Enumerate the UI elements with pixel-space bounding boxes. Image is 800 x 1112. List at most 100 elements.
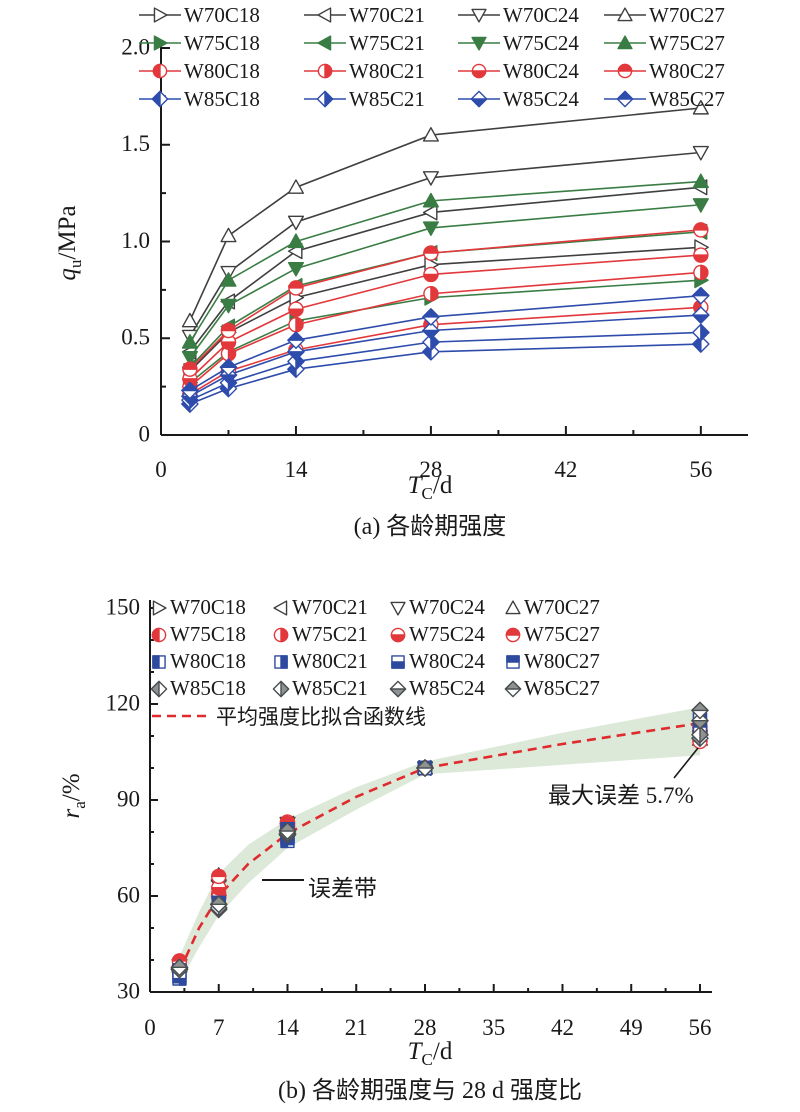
legend-item-W70C21: W70C21 — [303, 1, 457, 29]
legend-item-W75C27: W75C27 — [603, 29, 725, 57]
series-W85C27 — [181, 286, 710, 400]
legend-marker-circle-bottom — [390, 627, 406, 642]
legend-label: W85C21 — [292, 676, 368, 700]
legend-label: W80C21 — [292, 649, 368, 673]
legend-marker-tri-down-open — [458, 8, 500, 23]
svg-text:56: 56 — [689, 457, 712, 482]
error-band-annotation: 误差带 — [308, 876, 377, 901]
legend-marker-circle-right — [273, 627, 289, 642]
legend-item-W85C27: W85C27 — [504, 675, 600, 702]
svg-text:42: 42 — [554, 457, 577, 482]
legend-item-W85C21: W85C21 — [303, 85, 457, 113]
legend-label: W75C24 — [503, 30, 579, 55]
error-band — [179, 707, 700, 983]
legend-marker-circle-right — [304, 63, 346, 79]
tick-labels: 0 14 28 42 56 0 0.5 1.0 1.5 2.0 — [121, 34, 712, 482]
legend-label: W75C18 — [184, 30, 260, 55]
legend-item-W75C24: W75C24 — [457, 29, 603, 57]
legend-marker-tri-left-filled — [304, 35, 346, 51]
series-W80C24 — [182, 247, 709, 387]
svg-text:14: 14 — [284, 457, 308, 482]
legend-item-W80C21: W80C21 — [303, 57, 457, 85]
chart-a-y-axis-label: qu/MPa — [53, 133, 85, 353]
x-axis-sub-a: C — [421, 484, 433, 503]
legend-marker-diamond-top — [604, 90, 646, 108]
legend-label: W85C27 — [524, 676, 600, 700]
legend-item-W70C27: W70C27 — [603, 1, 725, 29]
series-W70C27 — [181, 99, 709, 328]
svg-text:7: 7 — [213, 1015, 225, 1040]
legend-marker-circle-top — [604, 63, 646, 79]
series-W75C24 — [181, 198, 709, 366]
legend-item-W80C21: W80C21 — [272, 648, 389, 675]
series-W85C27 — [170, 701, 709, 977]
svg-text:28: 28 — [419, 457, 442, 482]
legend-label: 平均强度比拟合函数线 — [216, 704, 426, 729]
legend-label: W75C18 — [170, 622, 246, 646]
svg-text:0: 0 — [139, 421, 151, 446]
legend-label: W80C18 — [184, 58, 260, 83]
legend-marker-tri-right-open — [139, 7, 181, 23]
legend-item-W85C18: W85C18 — [138, 85, 303, 113]
svg-text:1.0: 1.0 — [121, 228, 150, 253]
legend-label: W85C18 — [170, 676, 246, 700]
legend-marker-tri-down-filled — [458, 36, 500, 51]
legend-item-W70C21: W70C21 — [272, 594, 389, 621]
legend-marker-diamond-left — [139, 90, 181, 108]
legend-item-W70C18: W70C18 — [138, 1, 303, 29]
max-error-annotation: 最大误差 5.7% — [548, 783, 694, 808]
legend-label: W85C27 — [649, 86, 725, 111]
chart-b-x-axis-label: TC/d — [330, 1038, 530, 1070]
svg-text:28: 28 — [413, 1015, 436, 1040]
series-W85C24 — [181, 306, 710, 406]
chart-b-legend: W70C18 W70C21 W70C24 W70C27 W75C18 W75C21 W75C… — [150, 594, 600, 729]
axes — [149, 600, 712, 993]
legend-item-W75C21: W75C21 — [303, 29, 457, 57]
y-axis-unit-b: /% — [58, 773, 85, 802]
x-axis-sub-b: C — [421, 1050, 433, 1069]
tick-labels: 0 7 14 21 28 35 42 49 56 30 60 90 120 150 — [106, 594, 712, 1040]
legend-marker-circle-top — [505, 627, 521, 642]
svg-text:56: 56 — [688, 1015, 711, 1040]
legend-marker-diamond-right — [272, 680, 290, 697]
legend-label: W75C27 — [524, 622, 600, 646]
svg-text:42: 42 — [551, 1015, 574, 1040]
x-axis-var-a: T — [407, 472, 422, 499]
svg-text:21: 21 — [345, 1015, 368, 1040]
legend-label: W85C21 — [349, 86, 425, 111]
x-axis-var-b: T — [407, 1038, 422, 1065]
legend-item-W80C24: W80C24 — [389, 648, 504, 675]
svg-text:14: 14 — [276, 1015, 300, 1040]
legend-marker-circle-bottom — [458, 63, 500, 79]
legend-item-W75C18: W75C18 — [138, 29, 303, 57]
legend-marker-tri-right-filled — [139, 35, 181, 51]
legend-marker-tri-up-open — [604, 7, 646, 22]
legend-label: W75C21 — [292, 622, 368, 646]
legend-marker-square-bottom — [391, 654, 405, 669]
legend-item-W85C24: W85C24 — [457, 85, 603, 113]
svg-text:2.0: 2.0 — [121, 34, 150, 59]
svg-text:60: 60 — [117, 882, 140, 907]
chart-b-y-axis-label: ra/% — [57, 686, 89, 906]
chart-b-plot: 0 7 14 21 28 35 42 49 56 30 60 90 120 150 — [106, 594, 712, 1040]
y-axis-var-b: r — [58, 808, 85, 819]
legend-label: W70C27 — [524, 595, 600, 619]
svg-text:1.5: 1.5 — [121, 131, 150, 156]
legend-item-W75C24: W75C24 — [389, 621, 504, 648]
legend-marker-square-top — [506, 654, 520, 669]
legend-label: W80C27 — [649, 58, 725, 83]
svg-text:0: 0 — [144, 1015, 156, 1040]
legend-label: W70C21 — [349, 2, 425, 27]
x-axis-unit-a: /d — [432, 472, 453, 499]
legend-item-W70C24: W70C24 — [389, 594, 504, 621]
legend-item-W85C21: W85C21 — [272, 675, 389, 702]
series-W80C27 — [182, 222, 709, 377]
legend-marker-tri-right-open — [152, 599, 167, 616]
svg-text:35: 35 — [482, 1015, 505, 1040]
svg-text:0.5: 0.5 — [121, 325, 150, 350]
y-axis-var-a: q — [54, 268, 81, 281]
axes — [160, 45, 748, 436]
legend-item-W75C18: W75C18 — [150, 621, 272, 648]
legend-marker-tri-left-open — [273, 599, 288, 616]
